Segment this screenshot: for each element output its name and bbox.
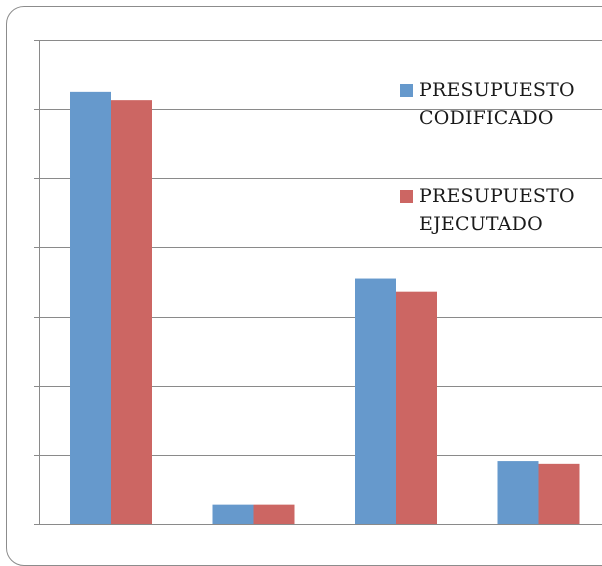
- bar-series-1-category-4: [497, 461, 539, 524]
- legend-label-ejecutado: PRESUPUESTO EJECUTADO: [419, 185, 575, 235]
- bar-series-1-category-2: [212, 504, 254, 524]
- bar-series-2-category-3: [396, 291, 437, 524]
- legend-label-codificado: PRESUPUESTO CODIFICADO: [419, 79, 575, 129]
- legend-swatch-codificado: [400, 84, 413, 97]
- bar-series-2-category-1: [111, 100, 152, 524]
- legend: PRESUPUESTO CODIFICADO PRESUPUESTO EJECU…: [400, 76, 600, 238]
- bars: [70, 91, 580, 524]
- bar-series-2-category-2: [253, 504, 295, 524]
- bar-chart: [34, 40, 602, 525]
- axes: [34, 40, 602, 525]
- bar-series-1-category-1: [70, 91, 111, 524]
- bar-series-2-category-4: [538, 463, 580, 524]
- legend-item-ejecutado: PRESUPUESTO EJECUTADO: [400, 182, 600, 238]
- legend-item-codificado: PRESUPUESTO CODIFICADO: [400, 76, 600, 132]
- bar-series-1-category-3: [355, 278, 396, 524]
- legend-swatch-ejecutado: [400, 190, 413, 203]
